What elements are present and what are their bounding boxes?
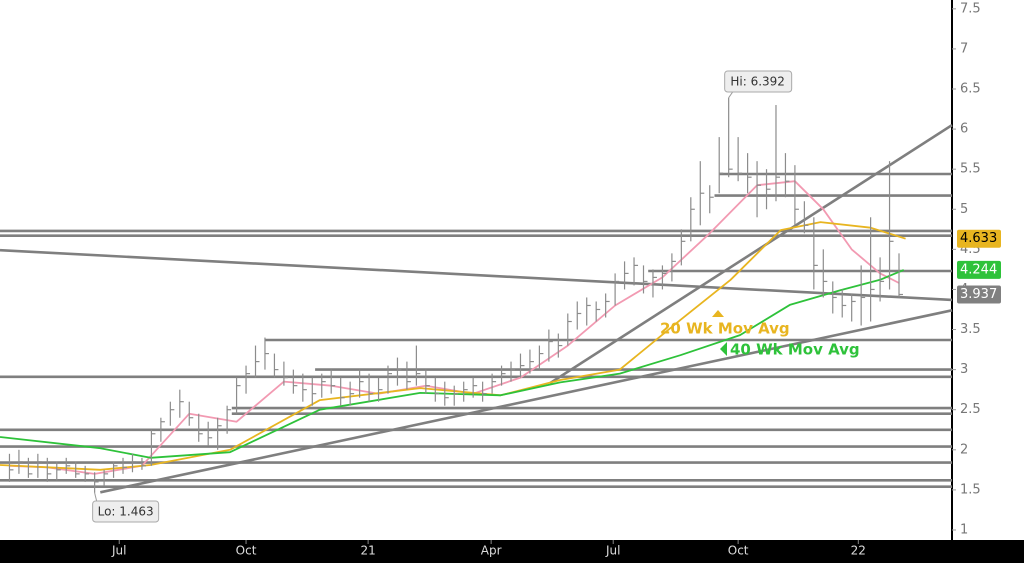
last-value-box: [957, 285, 1001, 304]
x-tick-label: Apr: [481, 544, 502, 558]
annotation-pointer: [94, 492, 98, 502]
y-tick-label: 3.5: [960, 322, 981, 337]
last-value: 3.937: [960, 287, 997, 302]
y-tick-label: 3: [960, 362, 968, 377]
annotation: Lo: 1.463: [98, 505, 154, 519]
last-value: 4.244: [960, 262, 997, 277]
y-tick-label: 2: [960, 442, 968, 457]
trend-line: [549, 124, 953, 385]
series-label: 20 Wk Mov Avg: [660, 320, 790, 338]
annotation-pointer: [728, 91, 734, 98]
x-tick-label: 21: [360, 544, 375, 558]
last-value-box: [957, 260, 1001, 279]
y-tick-label: 5: [960, 202, 968, 217]
trend-line: [0, 248, 953, 302]
y-tick-label: 6.5: [960, 81, 981, 96]
x-tick-label: 22: [851, 544, 866, 558]
x-tick-label: Oct: [236, 544, 257, 558]
y-tick-label: 1: [960, 522, 968, 537]
trend-line: [100, 309, 953, 494]
y-tick-label: 6: [960, 122, 968, 137]
annotation: Hi: 6.392: [730, 75, 785, 89]
y-tick-label: 7.5: [960, 1, 981, 16]
annotation-box: [92, 500, 160, 523]
last-value-box: [957, 229, 1001, 248]
last-value: 4.633: [960, 231, 997, 246]
x-tick-label: Oct: [728, 544, 749, 558]
y-tick-label: 2.5: [960, 402, 981, 417]
series-label: 40 Wk Mov Avg: [730, 341, 860, 359]
x-axis-band: [0, 540, 1024, 563]
ma-marker: [712, 310, 724, 317]
ma-marker: [720, 342, 727, 356]
y-tick-label: 7: [960, 41, 968, 56]
x-tick-label: Jul: [605, 544, 620, 558]
x-tick-label: Jul: [111, 544, 126, 558]
y-tick-label: 5.5: [960, 162, 981, 177]
moving-average: [9, 180, 900, 475]
y-tick-label: 1.5: [960, 482, 981, 497]
annotation-box: [724, 70, 793, 93]
